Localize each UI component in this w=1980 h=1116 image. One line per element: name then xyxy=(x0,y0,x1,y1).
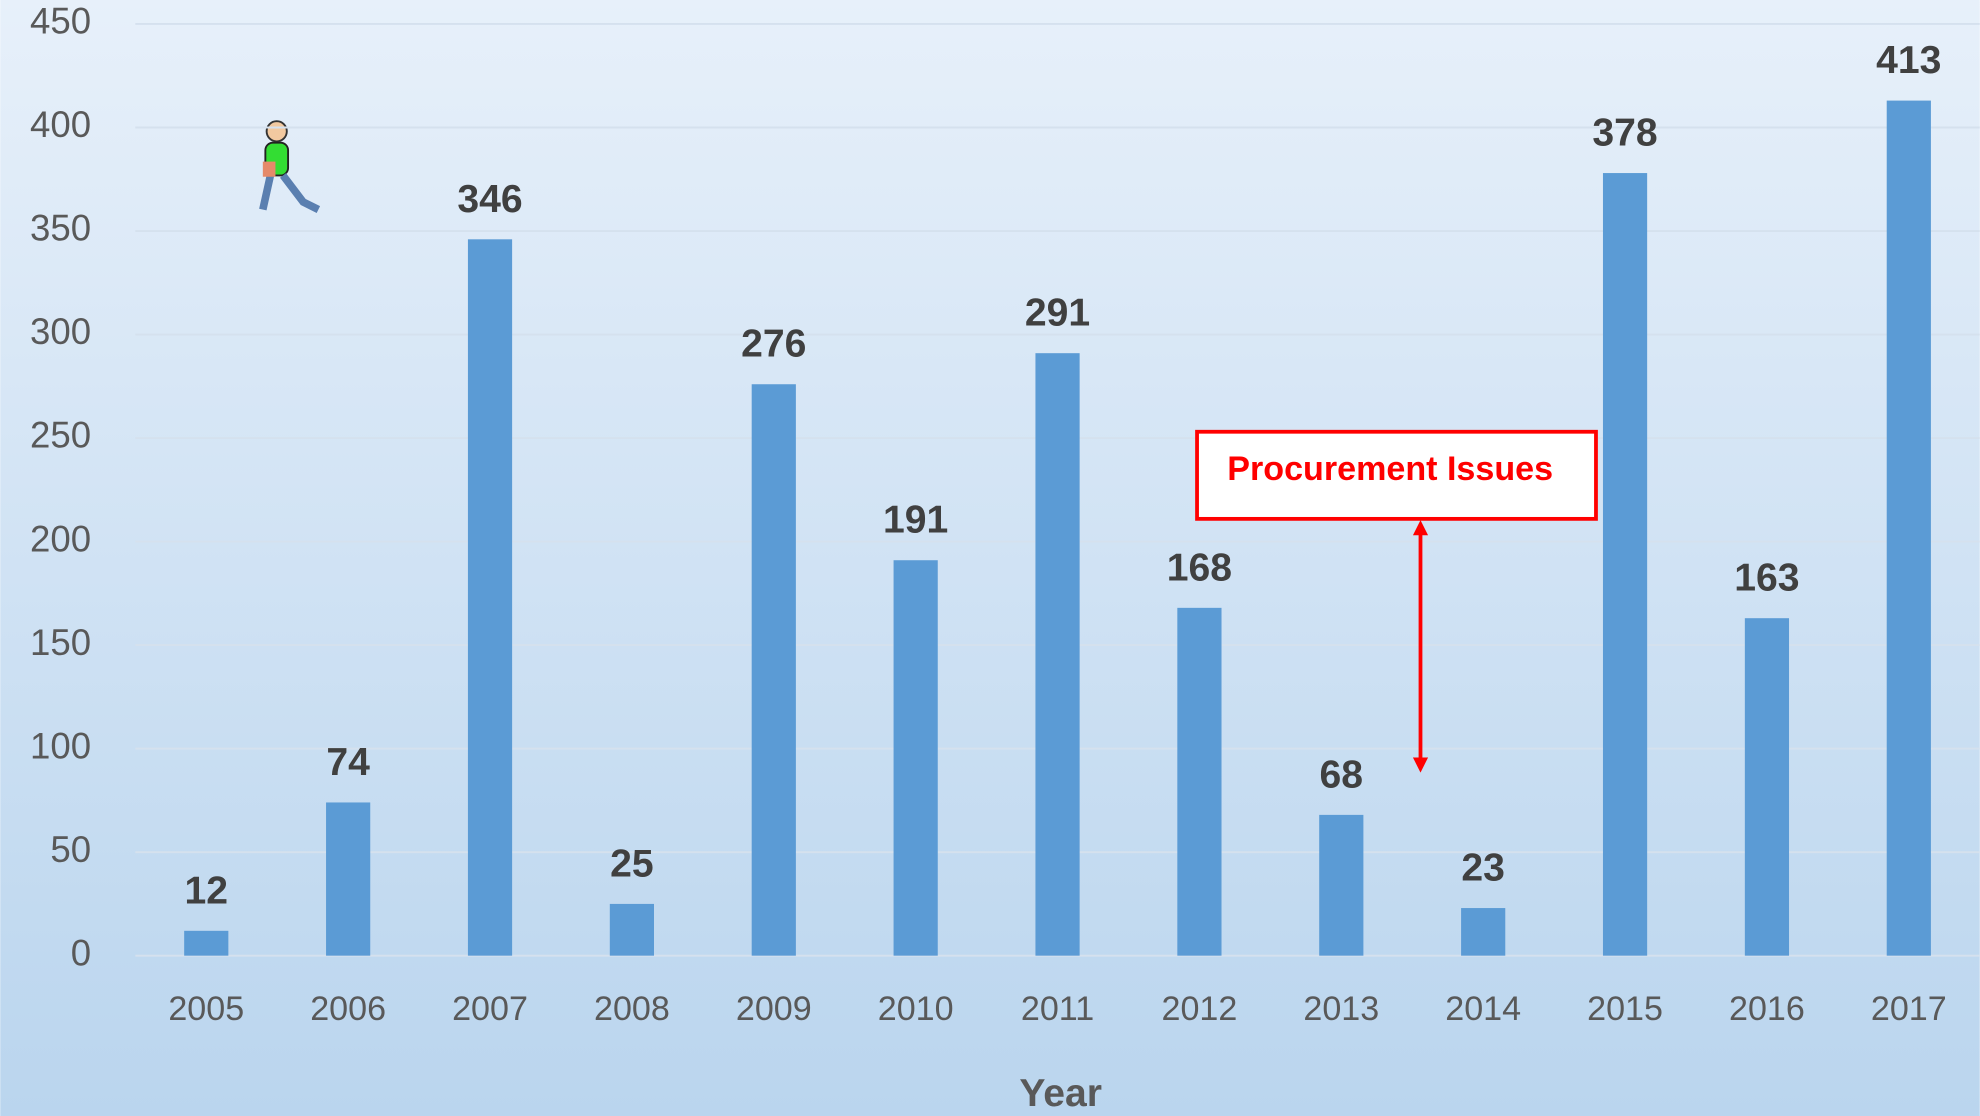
value-label: 25 xyxy=(610,842,654,885)
x-tick-label: 2008 xyxy=(594,990,670,1028)
y-tick-label: 100 xyxy=(30,725,91,766)
x-tick-label: 2006 xyxy=(310,990,386,1028)
bar xyxy=(609,903,654,956)
x-tick-label: 2017 xyxy=(1871,990,1947,1028)
value-label: 74 xyxy=(326,741,370,784)
bar xyxy=(1177,607,1222,956)
bar xyxy=(1886,100,1931,956)
bar xyxy=(184,930,229,956)
bar xyxy=(1744,618,1790,956)
x-axis-title: Year xyxy=(1019,1072,1102,1115)
x-tick-label: 2005 xyxy=(168,990,244,1028)
x-tick-label: 2010 xyxy=(878,990,954,1028)
value-label: 346 xyxy=(457,178,522,221)
bar xyxy=(1319,814,1364,956)
value-label: 163 xyxy=(1734,557,1799,600)
x-tick-label: 2011 xyxy=(1021,990,1094,1028)
y-tick-label: 50 xyxy=(50,829,91,870)
y-tick-label: 300 xyxy=(30,311,91,352)
x-tick-label: 2012 xyxy=(1162,990,1238,1028)
value-label: 378 xyxy=(1592,112,1657,155)
x-tick-label: 2016 xyxy=(1729,990,1805,1028)
value-label: 191 xyxy=(883,499,948,542)
walking-man-icon xyxy=(259,120,321,213)
value-label: 68 xyxy=(1320,753,1364,796)
y-tick-label: 450 xyxy=(30,1,91,42)
bar xyxy=(326,802,371,956)
y-tick-label: 200 xyxy=(30,518,91,559)
bar xyxy=(1602,173,1648,956)
bar xyxy=(1035,353,1080,956)
value-label: 413 xyxy=(1876,39,1941,82)
annotation-text: Procurement Issues xyxy=(1227,450,1553,488)
x-tick-label: 2007 xyxy=(452,990,528,1028)
value-label: 276 xyxy=(741,323,806,366)
bar xyxy=(893,560,938,956)
y-tick-label: 400 xyxy=(30,104,91,145)
y-tick-label: 0 xyxy=(71,932,91,973)
x-tick-label: 2009 xyxy=(736,990,812,1028)
x-tick-label: 2015 xyxy=(1587,990,1663,1028)
value-label: 23 xyxy=(1461,847,1505,890)
y-tick-label: 250 xyxy=(30,415,91,456)
x-tick-label: 2014 xyxy=(1445,990,1521,1028)
value-label: 12 xyxy=(184,869,228,912)
y-tick-label: 150 xyxy=(30,622,91,663)
value-label: 168 xyxy=(1167,546,1232,589)
x-tick-label: 2013 xyxy=(1303,990,1379,1028)
bar xyxy=(1461,908,1506,956)
annotation-box xyxy=(1195,429,1598,521)
bar xyxy=(467,239,513,956)
annotation: Procurement Issues xyxy=(1195,429,1598,773)
value-label: 291 xyxy=(1025,292,1090,335)
bar xyxy=(751,384,796,956)
y-tick-label: 350 xyxy=(30,208,91,249)
